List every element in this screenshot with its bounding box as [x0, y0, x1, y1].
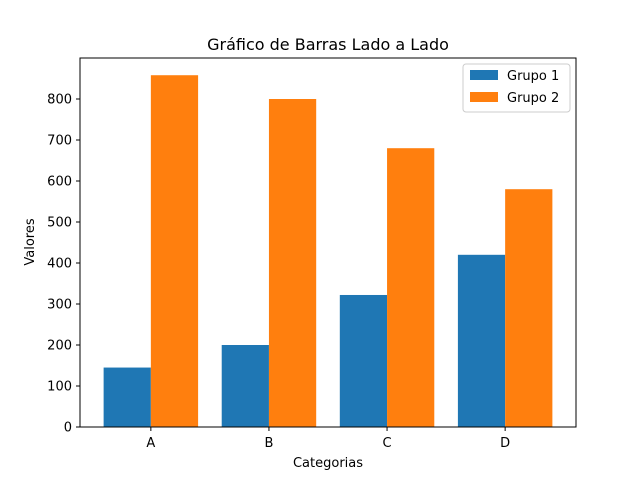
y-tick-label: 200: [47, 339, 72, 354]
bar-grupo-1-a: [103, 367, 151, 427]
x-tick-label: A: [146, 436, 155, 451]
bars-layer: [103, 75, 553, 427]
legend-swatch-grupo-2: [470, 92, 498, 102]
x-tick-label: C: [383, 436, 392, 451]
bar-grupo-2-d: [505, 189, 553, 427]
bar-grupo-1-d: [457, 254, 506, 427]
legend-label-grupo-1: Grupo 1: [507, 69, 559, 84]
legend: Grupo 1 Grupo 2: [462, 63, 571, 113]
x-axis: A B C D: [146, 427, 510, 451]
bar-grupo-2-a: [150, 75, 199, 427]
y-tick-label: 700: [47, 134, 72, 149]
chart-title: Gráfico de Barras Lado a Lado: [207, 35, 449, 54]
legend-swatch-grupo-1: [470, 70, 498, 80]
y-tick-label: 800: [47, 93, 72, 108]
y-tick-label: 600: [47, 175, 72, 190]
y-tick-label: 500: [47, 216, 72, 231]
y-tick-label: 100: [47, 380, 72, 395]
y-axis: 0 100 200 300 400 500 600 700 800: [47, 93, 80, 436]
x-tick-label: B: [264, 436, 273, 451]
bar-grupo-1-b: [221, 345, 269, 427]
plot-frame: [79, 57, 577, 428]
bar-grupo-2-c: [387, 148, 435, 427]
bar-grupo-1-c: [339, 294, 388, 427]
bar-grupo-2-b: [268, 99, 317, 427]
y-tick-label: 0: [64, 421, 72, 436]
legend-label-grupo-2: Grupo 2: [507, 91, 559, 106]
y-tick-label: 300: [47, 298, 72, 313]
x-axis-label: Categorias: [293, 456, 363, 471]
y-axis-label: Valores: [23, 218, 38, 265]
y-tick-label: 400: [47, 257, 72, 272]
x-tick-label: D: [500, 436, 510, 451]
